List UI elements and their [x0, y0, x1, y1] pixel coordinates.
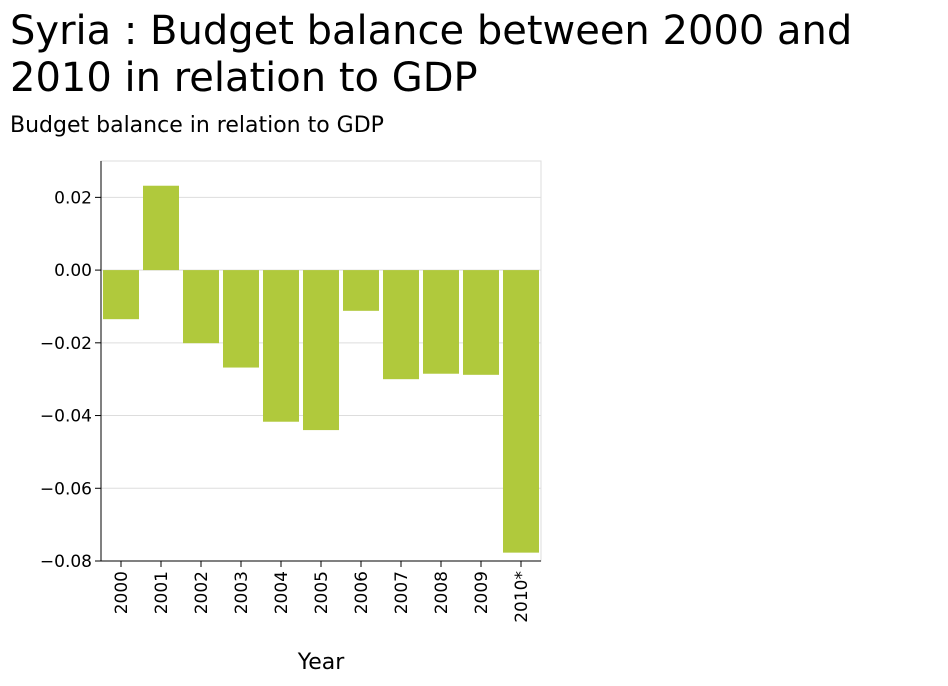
y-axis-title: Budget balance in relation to GDP	[10, 113, 384, 138]
x-tick-label: 2007	[392, 571, 412, 614]
bar-2009	[463, 270, 499, 375]
y-tick-label: −0.02	[40, 334, 92, 354]
x-axis-title: Year	[297, 650, 346, 675]
y-tick-label: −0.08	[40, 552, 92, 572]
bar-2001	[143, 185, 179, 271]
x-tick-label: 2002	[192, 571, 212, 614]
chart-title: Syria : Budget balance between 2000 and …	[10, 8, 853, 101]
bar-2006	[343, 270, 379, 311]
x-tick-label: 2009	[472, 571, 492, 614]
bar-2010	[503, 270, 539, 553]
bar-2008	[423, 270, 459, 374]
y-tick-label: 0.02	[54, 188, 92, 208]
x-tick-label: 2006	[352, 571, 372, 614]
bar-2007	[383, 270, 419, 380]
y-tick-label: −0.04	[40, 407, 92, 427]
x-tick-label: 2000	[112, 571, 132, 614]
bars	[103, 185, 539, 553]
bar-2004	[263, 270, 299, 422]
y-tick-label: −0.06	[40, 479, 92, 499]
bar-2005	[303, 270, 339, 431]
x-tick-label: 2004	[272, 571, 292, 614]
x-tick-label: 2010*	[512, 571, 532, 623]
x-tick-label: 2001	[152, 571, 172, 614]
y-tick-label: 0.00	[54, 261, 92, 281]
axes: 0.02 0.00 −0.02 −0.04 −0.06 −0.08 2000 2001 2002…	[40, 161, 541, 623]
bar-2000	[103, 270, 139, 320]
x-tick-label: 2005	[312, 571, 332, 614]
bar-2003	[223, 270, 259, 368]
x-tick-label: 2008	[432, 571, 452, 614]
bar-2002	[183, 270, 219, 344]
x-tick-label: 2003	[232, 571, 252, 614]
